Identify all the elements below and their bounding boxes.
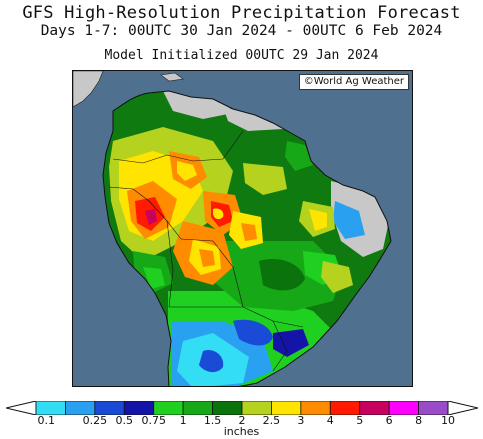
colorbar-segment: [212, 401, 243, 415]
central-america-landmass: [73, 71, 104, 108]
map-canvas: [73, 71, 412, 386]
colorbar-min-extension: [6, 401, 37, 415]
map-title: GFS High-Resolution Precipitation Foreca…: [22, 3, 461, 23]
colorbar-tick-label: 0.75: [141, 414, 166, 427]
dry-area-guianas: [223, 107, 283, 131]
coastline: [102, 90, 392, 386]
caribbean-island: [160, 72, 184, 82]
colorbar-tick-label: 0.1: [37, 414, 56, 427]
colorbar-segment: [359, 401, 390, 415]
colorbar-tick-label: 10: [441, 414, 455, 427]
map-credit: ©World Ag Weather: [298, 74, 409, 90]
colorbar-tick-label: 1.5: [203, 414, 222, 427]
colorbar-tick-label: 6: [385, 414, 393, 427]
colorbar-units-label: inches: [223, 425, 260, 438]
colorbar-segment: [65, 401, 96, 415]
colorbar-tick-label: 3: [297, 414, 305, 427]
colorbar-segment: [241, 401, 272, 415]
colorbar-max-extension: [447, 401, 478, 415]
forecast-period: Days 1-7: 00UTC 30 Jan 2024 - 00UTC 6 Fe…: [40, 23, 443, 39]
colorbar-segment: [329, 401, 361, 415]
colorbar-segment: [271, 401, 302, 415]
colorbar-tick-label: 5: [356, 414, 364, 427]
colorbar-tick-label: 1: [179, 414, 187, 427]
colorbar-tick-label: 0.25: [82, 414, 108, 427]
colorbar-segment: [418, 401, 449, 415]
colorbar-segment: [94, 401, 125, 415]
colorbar-tick-label: 2.5: [262, 414, 281, 427]
colorbar-segment: [388, 401, 419, 415]
colorbar-segment: [35, 401, 66, 415]
colorbar-segment: [123, 401, 155, 415]
colorbar-tick-label: 2: [238, 414, 246, 427]
precipitation-map: ©World Ag Weather: [72, 70, 413, 387]
precipitation-colorbar: [6, 401, 478, 415]
model-init-time: Model Initialized 00UTC 29 Jan 2024: [104, 48, 379, 63]
colorbar-segment: [153, 401, 184, 415]
colorbar-tick-label: 0.5: [115, 414, 134, 427]
colorbar-segment: [182, 401, 213, 415]
colorbar-segment: [300, 401, 331, 415]
country-borders: [108, 130, 304, 372]
colorbar-tick-label: 4: [326, 414, 334, 427]
colorbar-tick-label: 8: [415, 414, 423, 427]
